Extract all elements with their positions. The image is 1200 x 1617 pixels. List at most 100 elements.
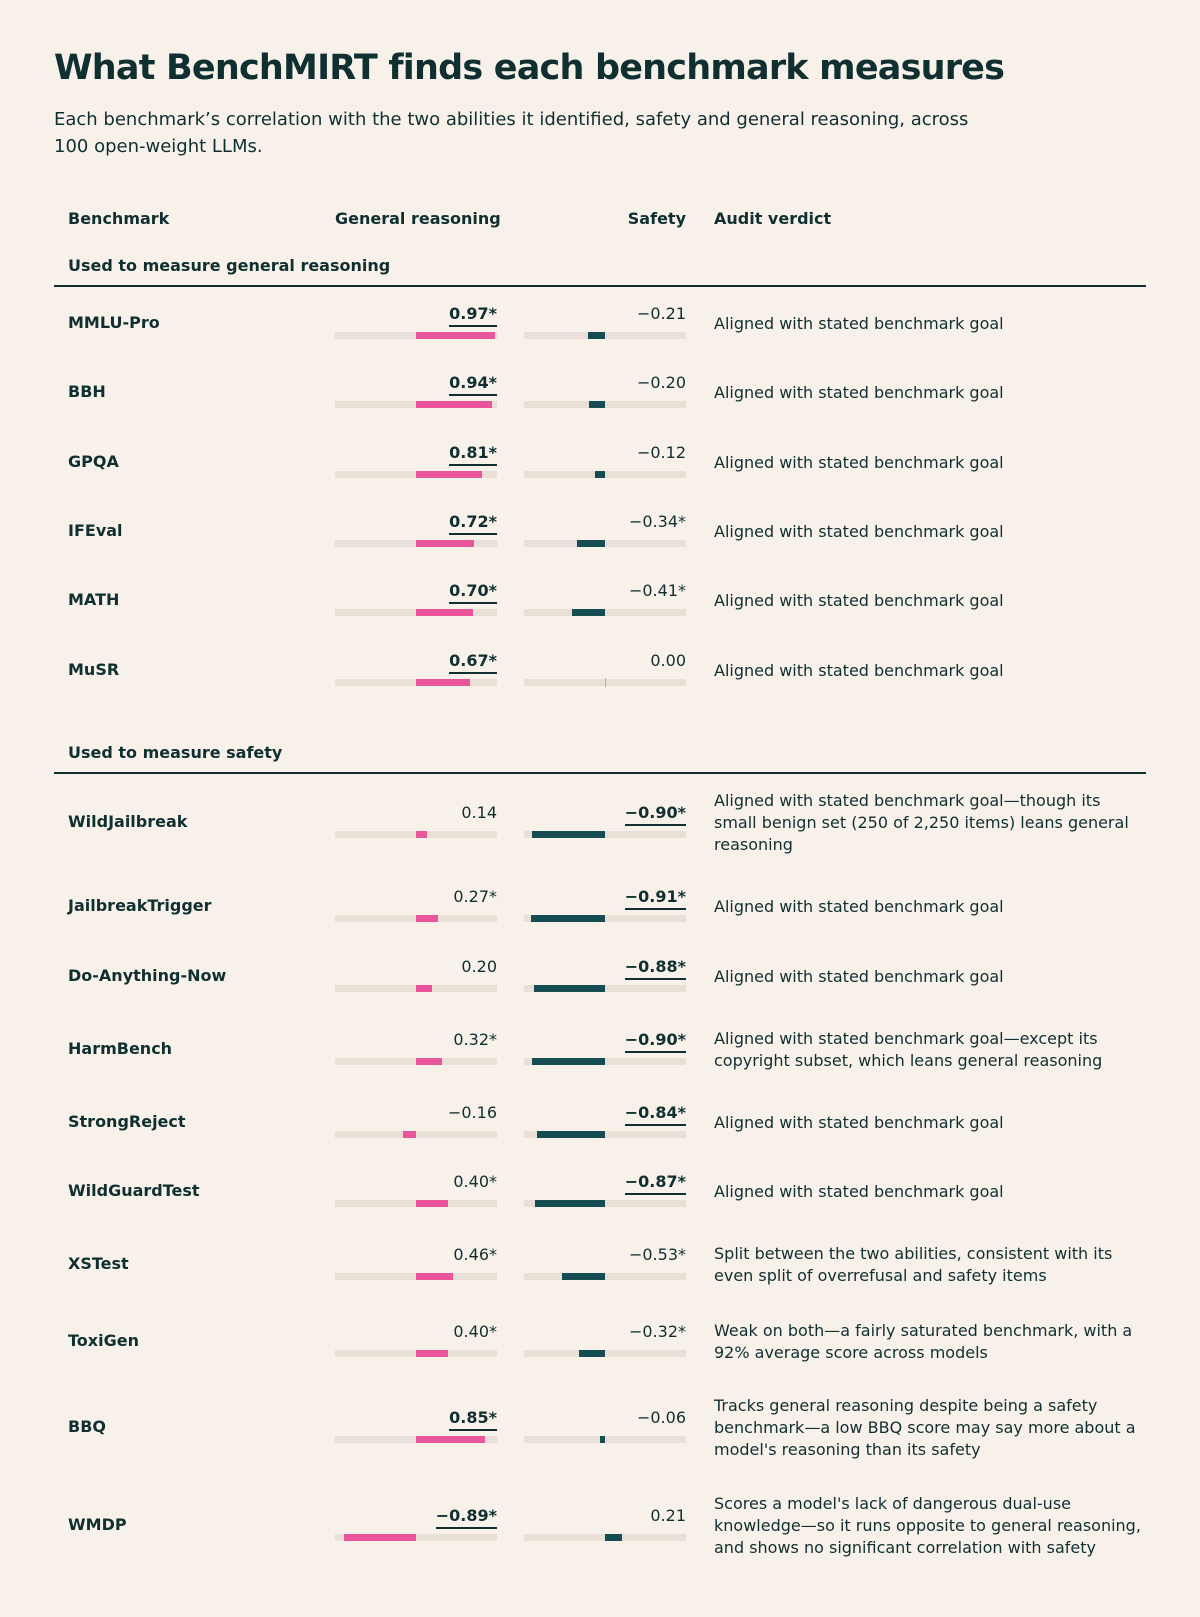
audit-verdict: Aligned with stated benchmark goal — [714, 897, 1004, 916]
general-reasoning-value: 0.27* — [453, 887, 497, 906]
safety-value: −0.88* — [624, 957, 686, 980]
general-reasoning-value: −0.89* — [435, 1506, 497, 1529]
general-reasoning-value: 0.32* — [453, 1030, 497, 1049]
safety-value: −0.84* — [624, 1103, 686, 1126]
safety-track — [524, 1436, 686, 1443]
benchmark-name: JailbreakTrigger — [68, 896, 212, 915]
safety-value: −0.34* — [628, 512, 686, 531]
safety-value: −0.53* — [628, 1245, 686, 1264]
safety-bar — [536, 1131, 605, 1138]
general-reasoning-bar — [416, 915, 438, 922]
safety-track — [524, 332, 686, 339]
general-reasoning-value: 0.40* — [453, 1172, 497, 1191]
safety-value: −0.90* — [624, 803, 686, 826]
safety-track — [524, 831, 686, 838]
benchmark-name: BBH — [68, 382, 106, 401]
benchmark-name: WildGuardTest — [68, 1181, 200, 1200]
benchmark-name: StrongReject — [68, 1112, 186, 1131]
safety-bar — [533, 985, 605, 992]
audit-verdict: Weak on both—a fairly saturated benchmar… — [714, 1321, 1133, 1362]
general-reasoning-value: 0.20 — [461, 957, 497, 976]
safety-bar — [532, 1058, 605, 1065]
audit-verdict: Aligned with stated benchmark goal—thoug… — [714, 791, 1129, 854]
safety-bar — [534, 1200, 605, 1207]
audit-verdict: Aligned with stated benchmark goal — [714, 522, 1004, 541]
benchmark-name: ToxiGen — [68, 1331, 139, 1350]
page-subtitle: Each benchmark’s correlation with the tw… — [54, 109, 969, 157]
safety-track — [524, 609, 686, 616]
general-reasoning-value: 0.85* — [449, 1408, 497, 1431]
benchmark-name: HarmBench — [68, 1039, 173, 1058]
audit-verdict: Aligned with stated benchmark goal — [714, 591, 1004, 610]
audit-verdict: Aligned with stated benchmark goal — [714, 453, 1004, 472]
safety-bar — [571, 609, 605, 616]
general-reasoning-bar — [403, 1131, 416, 1138]
column-header-safety: Safety — [627, 209, 686, 228]
safety-bar — [577, 540, 605, 547]
audit-verdict: Aligned with stated benchmark goal — [714, 967, 1004, 986]
benchmark-name: GPQA — [68, 452, 119, 471]
general-reasoning-value: 0.40* — [453, 1322, 497, 1341]
general-reasoning-value: 0.70* — [449, 581, 497, 604]
safety-value: −0.90* — [624, 1030, 686, 1053]
general-reasoning-bar — [416, 401, 493, 408]
safety-value: −0.06 — [636, 1408, 686, 1427]
safety-track — [524, 1200, 686, 1207]
general-reasoning-bar — [416, 1436, 485, 1443]
section-divider — [54, 772, 1146, 774]
benchmark-name: MuSR — [68, 660, 120, 679]
benchmark-name: IFEval — [68, 521, 123, 540]
benchmark-name: BBQ — [68, 1417, 106, 1436]
general-reasoning-value: 0.72* — [449, 512, 497, 535]
safety-bar — [587, 332, 605, 339]
general-reasoning-bar — [416, 1200, 449, 1207]
audit-verdict: Scores a model's lack of dangerous dual-… — [714, 1494, 1141, 1557]
audit-verdict: Aligned with stated benchmark goal—excep… — [714, 1029, 1103, 1070]
column-header-verdict: Audit verdict — [714, 209, 832, 228]
safety-track — [524, 401, 686, 408]
safety-value: 0.00 — [650, 651, 686, 670]
safety-track — [524, 915, 686, 922]
safety-bar — [562, 1273, 605, 1280]
audit-verdict: Aligned with stated benchmark goal — [714, 1182, 1004, 1201]
general-reasoning-bar — [416, 1058, 442, 1065]
general-reasoning-value: 0.81* — [449, 443, 497, 466]
general-reasoning-track — [335, 1131, 497, 1138]
safety-bar — [579, 1350, 605, 1357]
general-reasoning-value: 0.67* — [449, 651, 497, 674]
safety-track — [524, 471, 686, 478]
section-title: Used to measure general reasoning — [68, 256, 391, 275]
benchmark-name: WildJailbreak — [68, 812, 188, 831]
audit-verdict: Aligned with stated benchmark goal — [714, 661, 1004, 680]
general-reasoning-bar — [416, 679, 471, 686]
benchmark-name: Do-Anything-Now — [68, 966, 227, 985]
general-reasoning-bar — [343, 1534, 416, 1541]
safety-track — [524, 985, 686, 992]
safety-bar — [605, 1534, 622, 1541]
benchmark-name: MMLU-Pro — [68, 313, 160, 332]
safety-bar — [532, 831, 605, 838]
page-title: What BenchMIRT finds each benchmark meas… — [54, 48, 1005, 88]
benchmark-name: WMDP — [68, 1515, 127, 1534]
general-reasoning-bar — [416, 540, 475, 547]
benchmark-name: MATH — [68, 590, 120, 609]
safety-track — [524, 1273, 686, 1280]
safety-track — [524, 540, 686, 547]
safety-value: −0.91* — [624, 887, 686, 910]
column-header-benchmark: Benchmark — [68, 209, 170, 228]
general-reasoning-bar — [416, 609, 473, 616]
safety-value: −0.87* — [624, 1172, 686, 1195]
safety-value: −0.12 — [636, 443, 686, 462]
audit-verdict: Aligned with stated benchmark goal — [714, 1113, 1004, 1132]
safety-zero-mark — [605, 678, 606, 687]
general-reasoning-value: 0.94* — [449, 373, 497, 396]
safety-value: −0.41* — [628, 581, 686, 600]
audit-verdict: Tracks general reasoning despite being a… — [714, 1396, 1136, 1459]
general-reasoning-bar — [416, 471, 482, 478]
safety-bar — [595, 471, 605, 478]
column-header-general-reasoning: General reasoning — [335, 209, 501, 228]
audit-verdict: Split between the two abilities, consist… — [714, 1244, 1113, 1285]
general-reasoning-value: 0.14 — [461, 803, 497, 822]
safety-track — [524, 1131, 686, 1138]
general-reasoning-track — [335, 1534, 497, 1541]
